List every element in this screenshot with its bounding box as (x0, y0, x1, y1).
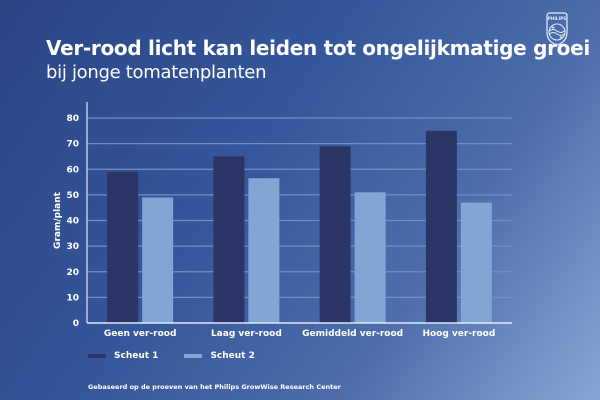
bar-1-3 (319, 146, 351, 323)
bar-2-1 (142, 197, 174, 323)
y-tick-label: 80 (66, 114, 79, 124)
chart-subtitle: bij jonge tomatenplanten (46, 62, 267, 83)
y-tick-label: 70 (66, 140, 79, 150)
chart-title: Ver-rood licht kan leiden tot ongelijkma… (46, 36, 590, 60)
philips-shield-icon: PHILIPS (546, 12, 568, 46)
x-tick-label: Hoog ver-rood (422, 329, 495, 339)
legend-item-scheut-2: Scheut 2 (184, 351, 255, 361)
y-tick-label: 30 (66, 242, 79, 252)
x-tick-label: Geen ver-rood (104, 329, 177, 339)
legend-item-scheut-1: Scheut 1 (88, 351, 158, 361)
y-tick-label: 10 (66, 293, 79, 303)
bar-1-1 (107, 171, 139, 323)
legend-swatch-scheut-2 (184, 354, 203, 358)
y-tick-label: 0 (73, 319, 79, 329)
bar-1-2 (213, 156, 245, 323)
x-tick-label: Laag ver-rood (211, 329, 282, 339)
y-axis-ticks: 0 10 20 30 40 50 60 70 80 (66, 114, 79, 329)
y-tick-label: 50 (66, 191, 79, 201)
y-tick-label: 60 (66, 165, 79, 175)
source-footnote: Gebaseerd op de proeven van het Philips … (88, 383, 341, 391)
legend-label: Scheut 1 (114, 351, 159, 361)
legend-swatch-scheut-1 (88, 354, 106, 358)
logo-text: PHILIPS (548, 16, 566, 21)
y-tick-label: 20 (66, 268, 79, 278)
bars (107, 130, 492, 323)
legend-label: Scheut 2 (210, 351, 255, 361)
x-tick-label: Gemiddeld ver-rood (302, 329, 403, 339)
bar-2-3 (354, 192, 386, 323)
x-axis-labels: Geen ver-rood Laag ver-rood Gemiddeld ver-… (104, 329, 495, 339)
y-axis-label: Gram/plant (53, 191, 63, 249)
bar-1-4 (425, 130, 457, 323)
bar-2-2 (248, 178, 280, 323)
bar-2-4 (460, 202, 492, 323)
y-tick-label: 40 (66, 217, 79, 227)
legend: Scheut 1 Scheut 2 (88, 351, 255, 361)
